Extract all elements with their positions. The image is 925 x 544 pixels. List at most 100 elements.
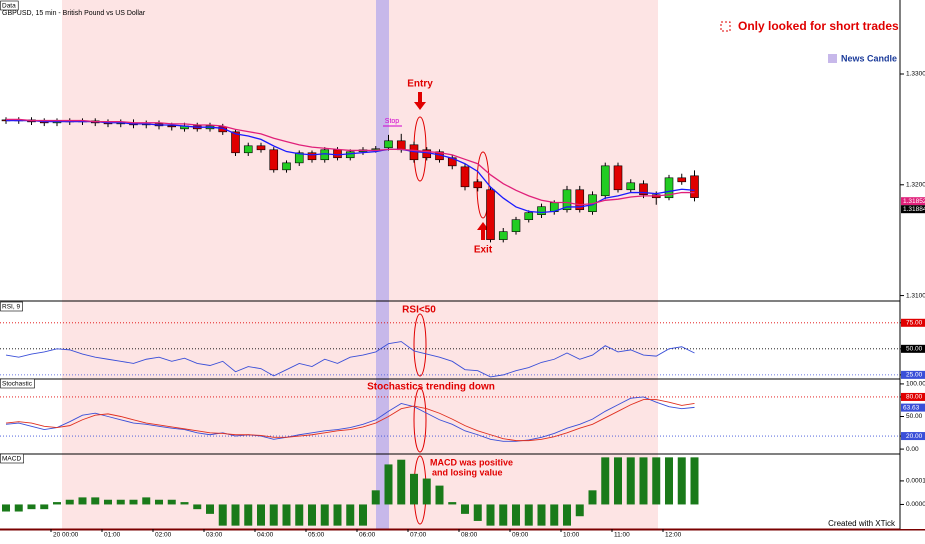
x-tick-label: 04:00 [257, 532, 274, 539]
bar [27, 504, 36, 510]
candle-body [524, 212, 534, 220]
bar [524, 504, 533, 526]
annotation: and losing value [432, 467, 503, 477]
price-label: 63.63 [903, 404, 920, 411]
annotation: RSI<50 [402, 305, 436, 316]
candle-body [345, 151, 355, 159]
bar [320, 504, 329, 526]
bar [129, 499, 138, 505]
candle-body [600, 165, 610, 197]
bar [231, 504, 240, 526]
bar [257, 504, 265, 526]
bar [40, 504, 49, 510]
bar [269, 504, 278, 526]
legend-swatch [720, 21, 731, 32]
y-tick-label: 25.00 [906, 372, 923, 379]
candle-body [282, 162, 291, 171]
footer: Created with XTick [828, 519, 896, 528]
y-tick-label: 1.32000 [906, 182, 925, 189]
candle-body [664, 177, 674, 199]
candle-body [231, 131, 240, 154]
x-tick-label: 20 00:00 [53, 532, 79, 539]
candle-body [384, 140, 393, 149]
legend-label: News Candle [841, 53, 897, 63]
bar [397, 459, 406, 505]
series-line [6, 119, 695, 214]
bar [639, 457, 648, 505]
bar [384, 464, 393, 505]
annotation: Entry [407, 79, 433, 90]
bar [677, 457, 686, 505]
y-tick-label: 80.00 [906, 394, 923, 401]
x-tick-label: 05:00 [308, 532, 325, 539]
bar [218, 504, 227, 526]
bar [104, 499, 112, 505]
panel-title: Stochastic [2, 381, 33, 388]
bar [410, 473, 418, 505]
bar [512, 504, 520, 526]
bar [91, 497, 100, 505]
x-tick-label: 07:00 [410, 532, 427, 539]
price-axis [900, 0, 925, 529]
annotation: Stop [385, 118, 400, 125]
bar [422, 478, 431, 505]
highlight-ellipse [413, 313, 427, 377]
candle-body [473, 181, 483, 189]
y-tick-label: 50.00 [906, 346, 923, 353]
tick-label-box [901, 318, 925, 327]
bar [78, 497, 87, 505]
candle-body [167, 125, 177, 128]
candle-body [613, 165, 623, 191]
y-tick-label: 0.00010 [906, 478, 925, 485]
bar [435, 485, 444, 505]
bar [282, 504, 291, 526]
x-tick-label: 01:00 [104, 532, 121, 539]
y-tick-label: 50.00 [906, 413, 923, 420]
panel-title-box [0, 301, 23, 312]
bar [499, 504, 508, 526]
series-line [5, 396, 695, 442]
session-shade [62, 0, 658, 529]
bar [14, 504, 23, 512]
bar [155, 499, 163, 505]
bar [486, 504, 495, 526]
candle-body [269, 149, 279, 171]
y-tick-label: 1.33000 [906, 71, 925, 78]
candle-body [460, 166, 470, 188]
bar [206, 504, 214, 514]
candle-body [626, 182, 636, 191]
tick-label-box [901, 344, 925, 353]
candle-body [562, 189, 572, 211]
bar [333, 504, 342, 526]
candle-body [320, 149, 330, 161]
candle-body [307, 152, 317, 161]
price-label: 1.31852 [903, 198, 925, 205]
x-tick-label: 09:00 [512, 532, 529, 539]
bar [448, 502, 457, 505]
panel-title-box [0, 453, 24, 464]
arrow [477, 222, 489, 240]
bar [65, 499, 74, 505]
candle-body [371, 148, 381, 151]
bar [473, 504, 482, 521]
panel-title: RSI, 9 [2, 304, 20, 311]
candle-body [486, 189, 495, 240]
bar [588, 490, 597, 505]
annotation: Exit [474, 245, 493, 256]
x-tick-label: 03:00 [206, 532, 223, 539]
bar [461, 504, 469, 514]
price-label: 1.31884 [903, 206, 925, 213]
series-line [5, 341, 695, 378]
y-tick-label: 100.00 [906, 381, 925, 388]
panel-title-box [0, 378, 35, 389]
news-band [376, 0, 389, 529]
price-label-box [901, 205, 925, 214]
bar [142, 497, 151, 505]
bar [575, 504, 584, 517]
bar [614, 457, 622, 505]
panel-title: MACD [2, 456, 21, 463]
annotation: MACD was positive [430, 457, 513, 467]
panel-title-box [0, 0, 19, 11]
